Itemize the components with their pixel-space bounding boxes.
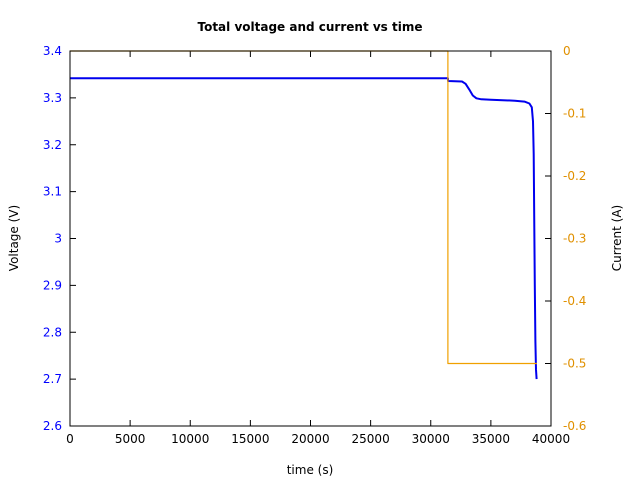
y-right-tick-label: -0.4 [563, 294, 586, 308]
y-left-axis-label: Voltage (V) [7, 205, 21, 271]
y-left-tick-label: 2.9 [43, 278, 62, 292]
y-left-tick-label: 2.7 [43, 372, 62, 386]
y-right-tick-label: -0.2 [563, 169, 586, 183]
y-right-tick-label: 0 [563, 44, 571, 58]
x-tick-label: 10000 [171, 432, 209, 446]
voltage-line [70, 77, 538, 380]
y-left-tick-label: 3 [54, 232, 62, 246]
y-right-tick-label: -0.5 [563, 357, 586, 371]
y-right-axis-label: Current (A) [610, 205, 624, 271]
x-axis-label: time (s) [287, 463, 334, 477]
y-left-tick-label: 3.2 [43, 138, 62, 152]
y-left-tick-label: 3.1 [43, 185, 62, 199]
y-left-tick-label: 2.8 [43, 325, 62, 339]
x-tick-label: 35000 [472, 432, 510, 446]
x-tick-label: 5000 [115, 432, 146, 446]
x-tick-label: 20000 [291, 432, 329, 446]
x-tick-label: 0 [66, 432, 74, 446]
plot-frame [69, 50, 552, 427]
chart-title: Total voltage and current vs time [197, 20, 422, 34]
y-left-tick-label: 3.3 [43, 91, 62, 105]
x-tick-label: 40000 [532, 432, 570, 446]
current-line [70, 50, 537, 365]
y-left-tick-label: 3.4 [43, 44, 62, 58]
x-tick-label: 30000 [412, 432, 450, 446]
y-right-tick-label: -0.1 [563, 107, 586, 121]
y-right-tick-label: -0.6 [563, 419, 586, 433]
x-tick-label: 15000 [231, 432, 269, 446]
y-right-tick-label: -0.3 [563, 232, 586, 246]
x-tick-label: 25000 [352, 432, 390, 446]
y-left-tick-label: 2.6 [43, 419, 62, 433]
